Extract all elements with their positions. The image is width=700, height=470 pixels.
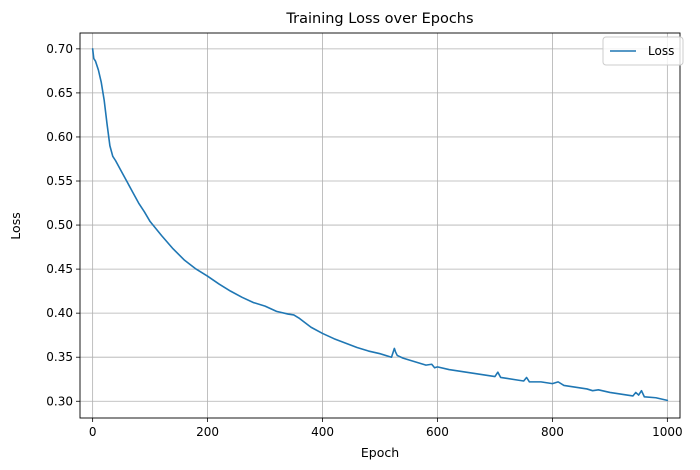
legend-label-loss: Loss (648, 44, 674, 58)
x-tick-label: 400 (311, 425, 334, 439)
loss-series-line (91, 48, 669, 402)
legend-box (602, 36, 684, 66)
y-tick-label: 0.35 (46, 350, 73, 364)
x-tick-label: 800 (541, 425, 564, 439)
y-tick-label: 0.70 (46, 42, 73, 56)
y-tick-label: 0.65 (46, 86, 73, 100)
y-tick-label: 0.45 (46, 262, 73, 276)
axis-ticks: 0 200 400 600 800 1000 0.30 0.35 0.40 0.45 0.50 0.5… (46, 42, 682, 439)
x-tick-label: 1000 (652, 425, 683, 439)
y-tick-label: 0.30 (46, 394, 73, 408)
x-axis-label: Epoch (361, 445, 399, 460)
x-tick-label: 600 (426, 425, 449, 439)
y-axis-label: Loss (8, 212, 23, 239)
chart-title: Training Loss over Epochs (285, 11, 473, 27)
x-tick-label: 0 (89, 425, 97, 439)
grid-lines (80, 33, 680, 418)
y-tick-label: 0.50 (46, 218, 73, 232)
x-tick-label: 200 (196, 425, 219, 439)
y-tick-label: 0.55 (46, 174, 73, 188)
series-layer (91, 48, 669, 402)
legend: Loss (602, 36, 684, 66)
plot-frame (79, 32, 681, 419)
y-tick-label: 0.60 (46, 130, 73, 144)
y-tick-label: 0.40 (46, 306, 73, 320)
